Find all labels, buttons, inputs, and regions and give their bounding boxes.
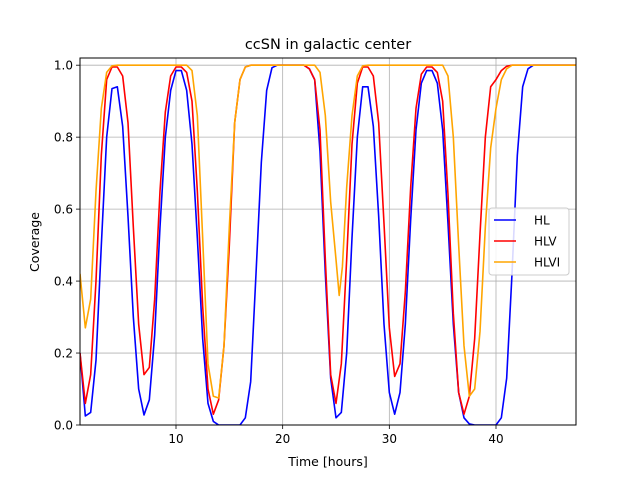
y-tick-label: 1.0	[54, 59, 73, 73]
series-line-hlv	[80, 64, 576, 416]
x-tick-label: 30	[382, 432, 397, 446]
chart-title: ccSN in galactic center	[245, 37, 411, 53]
legend: HL HLV HLVI	[488, 207, 570, 276]
x-tick-label: 10	[168, 432, 183, 446]
x-tick-label: 20	[275, 432, 290, 446]
y-tick-label: 0.0	[54, 419, 73, 433]
legend-label-hlv: HLV	[534, 235, 557, 249]
x-tick-label: 40	[488, 432, 503, 446]
gridlines	[80, 58, 576, 426]
legend-box	[488, 207, 570, 276]
y-tick-label: 0.2	[54, 347, 73, 361]
legend-label-hlvi: HLVI	[534, 256, 560, 270]
series-layer	[80, 64, 576, 425]
y-tick-label: 0.8	[54, 131, 73, 145]
x-axis-label: Time [hours]	[287, 454, 367, 469]
legend-label-hl: HL	[534, 214, 550, 228]
series-line-hlvi	[80, 64, 576, 399]
y-axis-label: Coverage	[27, 212, 42, 272]
legend-items: HL HLV HLVI	[494, 214, 560, 270]
plot-frame	[79, 57, 577, 426]
axis-ticks: 10 20 30 40 0.0 0.2 0.4 0.6 0.8 1.0	[54, 59, 504, 446]
y-tick-label: 0.4	[54, 275, 73, 289]
y-tick-label: 0.6	[54, 203, 73, 217]
